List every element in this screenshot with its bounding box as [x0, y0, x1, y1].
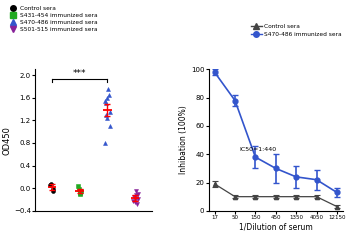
- Y-axis label: Inhibation (100%): Inhibation (100%): [179, 106, 188, 175]
- Y-axis label: OD450: OD450: [2, 126, 11, 155]
- Point: [103, 113, 108, 117]
- X-axis label: 1/Dilution of serum: 1/Dilution of serum: [239, 223, 313, 232]
- Legend: Control sera, S431-454 immunized sera, S470-486 immunized sera, S501-515 immuniz: Control sera, S431-454 immunized sera, S…: [6, 5, 99, 33]
- Point: [106, 93, 112, 97]
- Legend: Control sera, S470-486 immunized sera: Control sera, S470-486 immunized sera: [250, 23, 343, 38]
- Point: [133, 193, 139, 197]
- Point: [76, 187, 82, 191]
- Point: [104, 116, 110, 120]
- Point: [106, 87, 111, 91]
- Point: [77, 189, 82, 193]
- Point: [131, 195, 136, 199]
- Point: [102, 141, 107, 145]
- Point: [133, 200, 138, 204]
- Point: [107, 124, 113, 128]
- Point: [102, 98, 108, 102]
- Point: [50, 189, 55, 193]
- Point: [47, 183, 53, 187]
- Point: [107, 110, 112, 114]
- Point: [77, 191, 82, 195]
- Point: [134, 202, 139, 206]
- Point: [77, 192, 83, 196]
- Point: [135, 192, 141, 196]
- Text: IC50=1:440: IC50=1:440: [239, 147, 276, 153]
- Point: [49, 182, 54, 186]
- Point: [103, 101, 109, 105]
- Point: [104, 96, 110, 100]
- Point: [133, 189, 139, 193]
- Point: [75, 184, 81, 188]
- Point: [50, 187, 56, 191]
- Text: ***: ***: [73, 69, 86, 78]
- Point: [131, 199, 136, 203]
- Point: [133, 196, 138, 200]
- Point: [135, 197, 140, 201]
- Point: [79, 189, 84, 193]
